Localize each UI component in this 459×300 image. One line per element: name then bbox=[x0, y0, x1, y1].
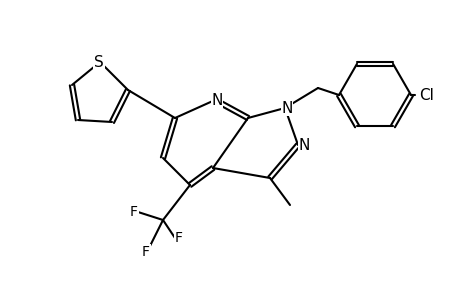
Text: F: F bbox=[130, 205, 138, 219]
Text: N: N bbox=[281, 100, 292, 116]
Text: F: F bbox=[174, 231, 183, 245]
Text: S: S bbox=[94, 55, 104, 70]
Text: N: N bbox=[211, 92, 222, 107]
Text: N: N bbox=[298, 137, 309, 152]
Text: Cl: Cl bbox=[418, 88, 433, 103]
Text: F: F bbox=[142, 245, 150, 259]
